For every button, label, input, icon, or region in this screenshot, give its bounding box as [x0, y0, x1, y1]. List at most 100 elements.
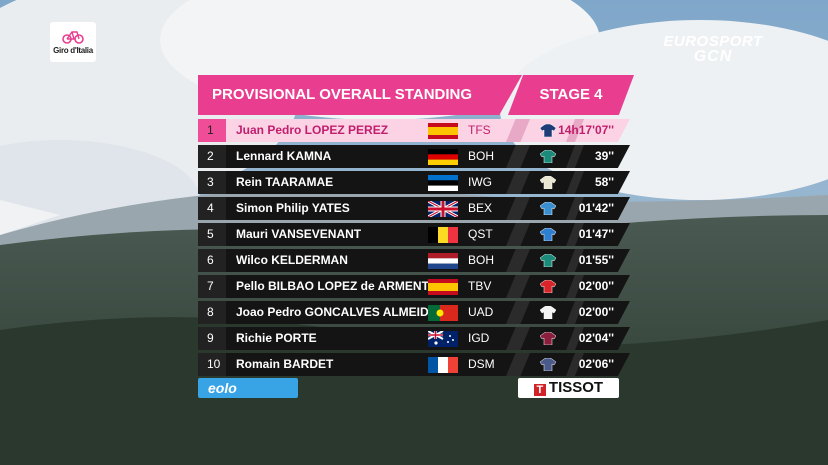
broadcaster-logo: EUROSPORT GCN	[658, 33, 768, 66]
row-separator	[506, 327, 530, 350]
gap-time: 14h17'07''	[558, 123, 614, 137]
jersey-icon	[540, 150, 556, 163]
tissot-sponsor-logo: T TISSOT	[518, 378, 619, 398]
rider-name: Simon Philip YATES	[236, 201, 350, 215]
row-separator	[506, 275, 530, 298]
rider-name: Wilco KELDERMAN	[236, 253, 348, 267]
team-code: TBV	[468, 279, 492, 293]
jersey-icon	[540, 176, 556, 189]
standings-title: PROVISIONAL OVERALL STANDING	[198, 75, 522, 115]
standings-row: 2 Lennard KAMNA BOH 39''	[198, 145, 630, 168]
row-separator	[506, 353, 530, 376]
rank-number: 2	[198, 145, 226, 168]
team-code: IGD	[468, 331, 490, 345]
netherlands-flag-icon	[428, 253, 458, 269]
gap-time: 58''	[594, 175, 614, 189]
portugal-flag-icon	[428, 305, 458, 321]
rider-name: Lennard KAMNA	[236, 149, 332, 163]
row-body: Pello BILBAO LOPEZ de ARMENTIA TBV 02'00''	[226, 275, 630, 298]
gap-time: 39''	[594, 149, 614, 163]
team-code: BOH	[468, 149, 495, 163]
row-separator	[506, 119, 530, 142]
rank-number: 1	[198, 119, 226, 142]
jersey-icon	[540, 124, 556, 137]
tissot-cross-icon: T	[533, 384, 546, 396]
germany-flag-icon	[428, 149, 458, 165]
row-body: Richie PORTE IGD 02'04''	[226, 327, 630, 350]
gap-time: 02'00''	[578, 305, 614, 319]
tissot-text: TISSOT	[548, 379, 604, 396]
row-separator	[566, 171, 584, 194]
broadcaster-line-1: EUROSPORT	[663, 33, 763, 50]
rank-number: 5	[198, 223, 226, 246]
team-code: IWG	[468, 175, 492, 189]
standings-row: 10 Romain BARDET DSM 02'06''	[198, 353, 630, 376]
row-body: Rein TAARAMAE IWG 58''	[226, 171, 630, 194]
standings-row: 3 Rein TAARAMAE IWG 58''	[198, 171, 630, 194]
rider-name: Rein TAARAMAE	[236, 175, 334, 189]
team-code: UAD	[468, 305, 494, 319]
gap-time: 02'06''	[578, 357, 614, 371]
team-code: BEX	[468, 201, 493, 215]
broadcaster-line-2: GCN	[693, 48, 733, 65]
standings-row: 1 Juan Pedro LOPEZ PEREZ TFS 14h17'07''	[198, 119, 630, 142]
giro-logo: Giro d'Italia	[50, 22, 96, 62]
jersey-icon	[540, 332, 556, 345]
standings-row: 9 Richie PORTE IGD 02'04''	[198, 327, 630, 350]
row-body: Joao Pedro GONCALVES ALMEIDA UAD 02'00''	[226, 301, 630, 324]
eolo-sponsor-logo: eolo	[198, 378, 298, 398]
jersey-icon	[540, 202, 556, 215]
row-separator	[506, 145, 530, 168]
row-body: Simon Philip YATES BEX 01'42''	[226, 197, 630, 220]
spain-flag-icon	[428, 279, 458, 295]
standings-row: 5 Mauri VANSEVENANT QST 01'47''	[198, 223, 630, 246]
spain-flag-icon	[428, 123, 458, 139]
rank-number: 8	[198, 301, 226, 324]
standings-row: 7 Pello BILBAO LOPEZ de ARMENTIA TBV 02'00'…	[198, 275, 630, 298]
row-body: Wilco KELDERMAN BOH 01'55''	[226, 249, 630, 272]
rider-name: Mauri VANSEVENANT	[236, 227, 362, 241]
belgium-flag-icon	[428, 227, 458, 243]
row-separator	[506, 249, 530, 272]
gap-time: 01'47''	[578, 227, 614, 241]
uk-flag-icon	[428, 201, 458, 217]
rank-number: 6	[198, 249, 226, 272]
jersey-icon	[540, 228, 556, 241]
row-separator	[506, 197, 530, 220]
estonia-flag-icon	[428, 175, 458, 191]
standings-row: 6 Wilco KELDERMAN BOH 01'55''	[198, 249, 630, 272]
rider-name: Joao Pedro GONCALVES ALMEIDA	[236, 305, 438, 319]
row-separator	[566, 145, 584, 168]
row-body: Romain BARDET DSM 02'06''	[226, 353, 630, 376]
rank-number: 10	[198, 353, 226, 376]
rank-number: 9	[198, 327, 226, 350]
rider-name: Juan Pedro LOPEZ PEREZ	[236, 123, 389, 137]
row-body: Mauri VANSEVENANT QST 01'47''	[226, 223, 630, 246]
team-code: QST	[468, 227, 493, 241]
standings-row: 8 Joao Pedro GONCALVES ALMEIDA UAD 02'00''	[198, 301, 630, 324]
row-body: Juan Pedro LOPEZ PEREZ TFS 14h17'07''	[226, 119, 630, 142]
gap-time: 02'04''	[578, 331, 614, 345]
rider-name: Romain BARDET	[236, 357, 334, 371]
row-separator	[506, 171, 530, 194]
jersey-icon	[540, 254, 556, 267]
australia-flag-icon	[428, 331, 458, 347]
rank-number: 4	[198, 197, 226, 220]
rank-number: 3	[198, 171, 226, 194]
rider-name: Richie PORTE	[236, 331, 317, 345]
gap-time: 01'55''	[578, 253, 614, 267]
rider-name: Pello BILBAO LOPEZ de ARMENTIA	[236, 279, 441, 293]
gap-time: 02'00''	[578, 279, 614, 293]
team-code: BOH	[468, 253, 495, 267]
jersey-icon	[540, 306, 556, 319]
jersey-icon	[540, 280, 556, 293]
giro-logo-text: Giro d'Italia	[53, 46, 93, 55]
gap-time: 01'42''	[578, 201, 614, 215]
rank-number: 7	[198, 275, 226, 298]
france-flag-icon	[428, 357, 458, 373]
stage-label: STAGE 4	[508, 75, 634, 115]
row-separator	[506, 301, 530, 324]
team-code: TFS	[468, 123, 491, 137]
team-code: DSM	[468, 357, 495, 371]
row-body: Lennard KAMNA BOH 39''	[226, 145, 630, 168]
